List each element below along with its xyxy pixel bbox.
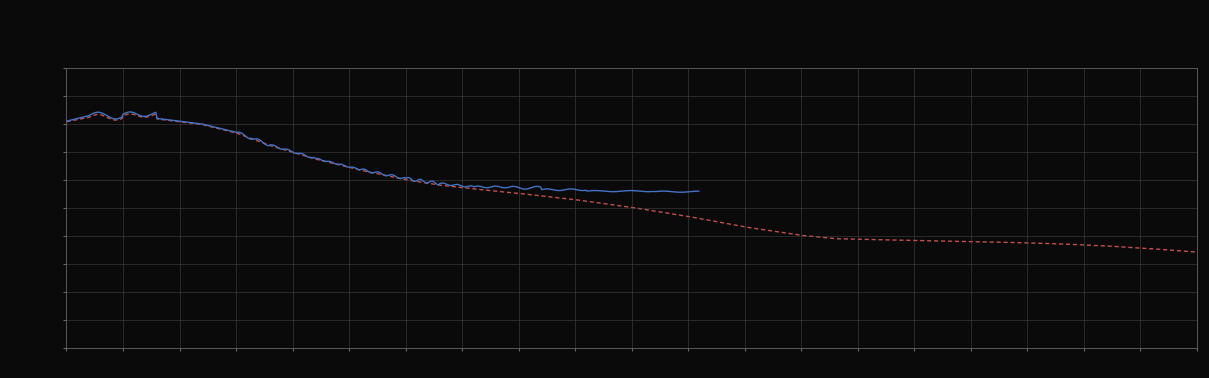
Predicted lowest water level above chart datum	[1190, 250, 1204, 254]
Expected lowest water level above chart datum	[597, 189, 612, 194]
Predicted lowest water level above chart datum	[122, 112, 137, 116]
Predicted lowest water level above chart datum	[837, 237, 851, 241]
Predicted lowest water level above chart datum	[559, 196, 573, 201]
Expected lowest water level above chart datum	[692, 189, 706, 194]
Predicted lowest water level above chart datum	[175, 120, 190, 124]
Expected lowest water level above chart datum	[111, 116, 126, 121]
Expected lowest water level above chart datum	[59, 119, 74, 124]
Predicted lowest water level above chart datum	[59, 119, 74, 124]
Predicted lowest water level above chart datum	[942, 239, 956, 243]
Expected lowest water level above chart datum	[673, 190, 688, 195]
Expected lowest water level above chart datum	[470, 184, 485, 188]
Predicted lowest water level above chart datum	[962, 239, 977, 244]
Line: Predicted lowest water level above chart datum: Predicted lowest water level above chart…	[66, 114, 1197, 252]
Predicted lowest water level above chart datum	[517, 192, 532, 196]
Expected lowest water level above chart datum	[613, 189, 627, 194]
Expected lowest water level above chart datum	[64, 118, 79, 122]
Expected lowest water level above chart datum	[122, 110, 137, 114]
Expected lowest water level above chart datum	[505, 184, 520, 189]
Line: Expected lowest water level above chart datum: Expected lowest water level above chart …	[66, 112, 699, 192]
